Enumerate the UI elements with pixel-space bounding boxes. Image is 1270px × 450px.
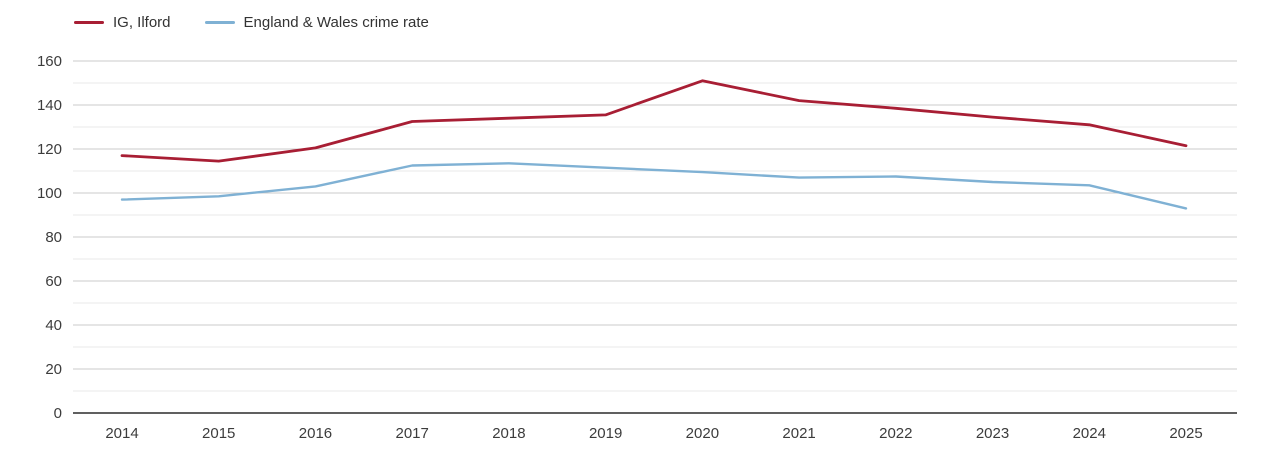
svg-text:2023: 2023 bbox=[976, 425, 1009, 442]
svg-text:2015: 2015 bbox=[202, 425, 235, 442]
legend-item-ilford[interactable]: IG, Ilford bbox=[74, 14, 171, 31]
svg-text:2021: 2021 bbox=[782, 425, 815, 442]
svg-text:2018: 2018 bbox=[492, 425, 525, 442]
svg-text:2019: 2019 bbox=[589, 425, 622, 442]
svg-text:100: 100 bbox=[37, 185, 62, 202]
svg-text:160: 160 bbox=[37, 53, 62, 70]
legend-label-ilford: IG, Ilford bbox=[113, 14, 171, 31]
svg-text:2014: 2014 bbox=[105, 425, 138, 442]
svg-text:140: 140 bbox=[37, 97, 62, 114]
svg-text:20: 20 bbox=[45, 361, 62, 378]
svg-text:2020: 2020 bbox=[686, 425, 719, 442]
svg-text:40: 40 bbox=[45, 317, 62, 334]
svg-text:2022: 2022 bbox=[879, 425, 912, 442]
chart-legend: IG, Ilford England & Wales crime rate bbox=[74, 14, 429, 31]
svg-text:2024: 2024 bbox=[1073, 425, 1106, 442]
legend-item-england-wales[interactable]: England & Wales crime rate bbox=[204, 14, 429, 31]
legend-label-england-wales: England & Wales crime rate bbox=[243, 14, 429, 31]
svg-text:80: 80 bbox=[45, 229, 62, 246]
svg-text:60: 60 bbox=[45, 273, 62, 290]
svg-text:2025: 2025 bbox=[1169, 425, 1202, 442]
svg-text:2017: 2017 bbox=[395, 425, 428, 442]
legend-swatch-blue-line bbox=[204, 21, 235, 24]
svg-text:0: 0 bbox=[54, 405, 62, 422]
svg-text:2016: 2016 bbox=[299, 425, 332, 442]
svg-text:120: 120 bbox=[37, 141, 62, 158]
legend-swatch-red-line bbox=[74, 21, 104, 24]
